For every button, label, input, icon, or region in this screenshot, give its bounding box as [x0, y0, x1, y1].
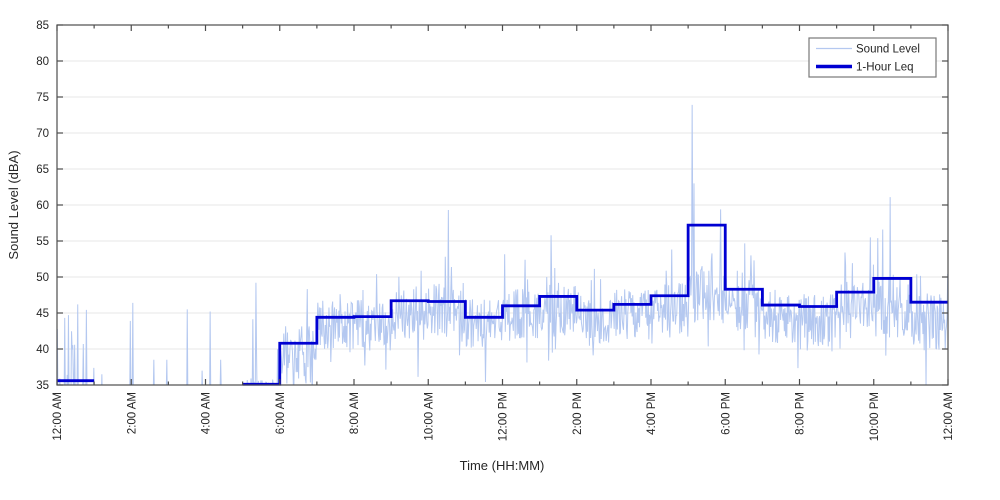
y-tick-label: 75: [36, 92, 49, 104]
x-tick-label: 4:00 PM: [646, 392, 658, 435]
y-tick-label: 50: [36, 272, 49, 284]
sound-level-series: [57, 104, 948, 385]
x-tick-label: 6:00 AM: [275, 392, 287, 434]
y-tick-label: 80: [36, 56, 49, 68]
legend-item-leq: 1-Hour Leq: [816, 62, 914, 74]
y-tick-label: 65: [36, 164, 49, 176]
x-axis-label: Time (HH:MM): [460, 458, 545, 473]
leq-series: [57, 223, 948, 386]
x-tick-label: 12:00 AM: [52, 392, 64, 441]
gridlines: [57, 60, 948, 350]
y-tick-label: 35: [36, 380, 49, 392]
y-tick-label: 55: [36, 236, 49, 248]
x-tick-label: 8:00 PM: [795, 392, 807, 435]
x-tick-label: 6:00 PM: [720, 392, 732, 435]
x-tick-label: 4:00 AM: [201, 392, 213, 434]
sound-level-legend-label: Sound Level: [856, 44, 920, 56]
data-series-layer: [57, 104, 948, 386]
x-tick-label: 2:00 PM: [572, 392, 584, 435]
x-tick-label: 12:00 PM: [498, 392, 510, 441]
x-tick-label: 8:00 AM: [349, 392, 361, 434]
legend: Sound Level 1-Hour Leq: [808, 37, 937, 78]
y-tick-label: 70: [36, 128, 49, 140]
y-tick-label: 60: [36, 200, 49, 212]
legend-border: [808, 37, 937, 78]
y-tick-label: 40: [36, 344, 49, 356]
y-axis-label: Sound Level (dBA): [6, 150, 21, 259]
axes-layer: [56, 24, 949, 386]
x-tick-label: 10:00 AM: [423, 392, 435, 441]
y-tick-label: 45: [36, 308, 49, 320]
x-tick-label: 2:00 AM: [126, 392, 138, 434]
x-tick-label: 10:00 PM: [869, 392, 881, 441]
leq-legend-label: 1-Hour Leq: [856, 62, 914, 74]
y-tick-label: 85: [36, 20, 49, 32]
tick-labels-layer: 35 40 45 50 55 60 65 70 75 80 85 12:00 AM 2:00 AM 4:0…: [36, 20, 955, 441]
x-tick-label: 12:00 AM: [943, 392, 955, 441]
legend-item-sound-level: Sound Level: [816, 44, 920, 56]
